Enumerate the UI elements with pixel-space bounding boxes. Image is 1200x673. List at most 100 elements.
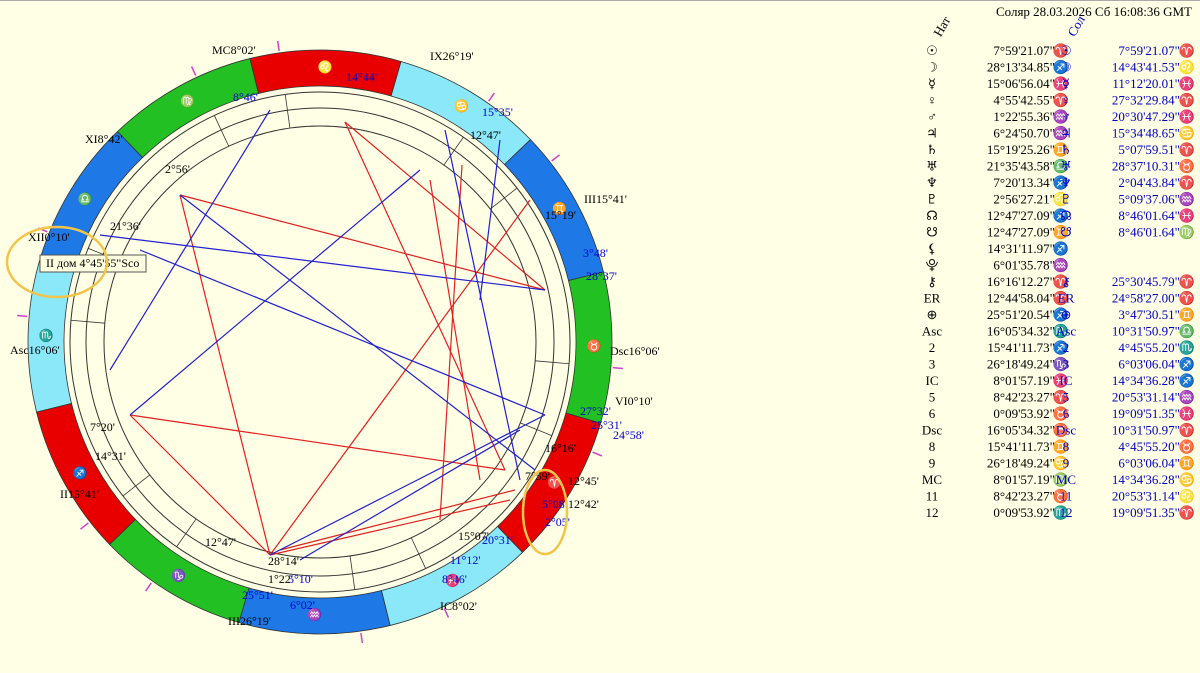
table-cell: ♋ xyxy=(1179,125,1195,140)
table-cell: ♈ xyxy=(1179,290,1195,305)
sign-glyph: ♎ xyxy=(78,192,93,206)
table-cell: Dsc xyxy=(1056,422,1076,437)
cusp-label: IX26°19' xyxy=(430,49,474,63)
table-cell: 19°09'51.35" xyxy=(1112,406,1180,421)
table-cell: ♎ xyxy=(1053,158,1069,173)
solar-label: 27°32' xyxy=(580,404,611,418)
table-cell: ♋ xyxy=(1179,472,1195,487)
cusp-label: II15°41' xyxy=(60,487,99,501)
solar-label: 8°46' xyxy=(442,572,467,586)
table-cell: 14°34'36.28" xyxy=(1112,373,1180,388)
table-cell: ♊ xyxy=(1053,224,1069,239)
cusp-tick xyxy=(190,66,197,76)
table-cell: ♈ xyxy=(1179,43,1195,58)
sign-glyph: ♍ xyxy=(180,94,195,108)
house-line xyxy=(489,187,518,210)
table-cell: ♈ xyxy=(1179,142,1195,157)
table-cell: ♈ xyxy=(1053,290,1069,305)
table-cell: 19°09'51.35" xyxy=(1112,505,1180,520)
table-cell: 16°05'34.32" xyxy=(987,422,1055,437)
table-cell: ☽ xyxy=(926,59,938,74)
table-cell: 12°44'58.04" xyxy=(987,290,1055,305)
table-cell: 9 xyxy=(929,455,936,470)
table-cell: 12 xyxy=(926,505,939,520)
table-cell: 15°19'25.26" xyxy=(987,142,1055,157)
house-line xyxy=(535,360,570,365)
table-cell: ♀ xyxy=(927,92,937,107)
table-cell: ♈ xyxy=(1179,92,1195,107)
table-cell: ♉ xyxy=(1179,158,1195,173)
table-cell: 10°31'50.97" xyxy=(1112,422,1180,437)
table-cell: 6 xyxy=(1063,406,1070,421)
table-cell: 6°01'35.78" xyxy=(993,257,1055,272)
table-cell: 25°30'45.79" xyxy=(1112,274,1180,289)
table-cell: 1°22'55.36" xyxy=(993,109,1055,124)
solar-label: 8°46' xyxy=(233,90,258,104)
table-cell: ♈ xyxy=(1053,274,1069,289)
cusp-tick xyxy=(488,92,495,102)
table-cell: ☋ xyxy=(926,224,938,239)
table-cell: 4°45'55.20" xyxy=(1118,340,1180,355)
natal-label: 15°19' xyxy=(545,208,576,222)
house-line xyxy=(176,518,197,548)
table-cell: ⚷ xyxy=(1061,274,1071,289)
table-cell: 8°01'57.19" xyxy=(993,472,1055,487)
table-cell: ♍ xyxy=(1053,472,1069,487)
cusp-tick xyxy=(551,154,561,162)
table-cell: ♎ xyxy=(1179,323,1195,338)
cusp-label: IC8°02' xyxy=(440,599,477,613)
table-cell: ♈ xyxy=(1053,389,1069,404)
cusp-tick xyxy=(612,366,623,370)
solar-label: 28°37' xyxy=(586,269,617,283)
table-cell: ♃ xyxy=(1060,125,1072,140)
table-cell: ♂ xyxy=(927,109,937,124)
table-cell: ♊ xyxy=(1179,307,1195,322)
table-cell: ♆ xyxy=(1060,175,1072,190)
table-cell: 2 xyxy=(929,340,936,355)
cusp-tick xyxy=(145,582,152,592)
natal-label: 12°45' xyxy=(568,474,599,488)
table-cell: 15°41'11.73" xyxy=(987,340,1055,355)
tooltip: II дом 4°45'55"Sco xyxy=(5,225,569,556)
table-cell: ☋ xyxy=(1060,224,1072,239)
tooltip-text: II дом 4°45'55"Sco xyxy=(46,256,139,270)
sign-glyph: ♏ xyxy=(39,328,54,342)
table-cell: ♈ xyxy=(1053,43,1069,58)
natal-label: 14°31' xyxy=(95,449,126,463)
natal-label: 1°22' xyxy=(268,572,293,586)
table-cell: ♌ xyxy=(1179,488,1195,503)
table-cell: ☉ xyxy=(926,43,938,58)
table-cell: 8 xyxy=(929,439,936,454)
table-cell: 26°18'49.24" xyxy=(987,455,1055,470)
table-cell: ♐ xyxy=(1053,175,1069,190)
header: Соляр 28.03.2026 Сб 16:08:36 GMT xyxy=(996,4,1192,19)
table-cell: 11°12'20.01" xyxy=(1112,76,1180,91)
table-cell: MC xyxy=(922,472,942,487)
table-cell: ♄ xyxy=(1060,142,1072,157)
table-cell: 5°09'37.06" xyxy=(1118,191,1180,206)
table-cell: 2°56'27.21" xyxy=(993,191,1055,206)
table-cell: ♐ xyxy=(1053,307,1069,322)
table-cell: IC xyxy=(926,373,939,388)
cusp-label: III26°19' xyxy=(228,614,271,628)
cusp-tick xyxy=(592,451,603,457)
table-cell: ♐ xyxy=(1179,373,1195,388)
table-cell: ♉ xyxy=(1053,422,1069,437)
table-cell: 2°04'43.84" xyxy=(1118,175,1180,190)
table-cell: ♑ xyxy=(1053,356,1069,371)
table-cell: 14°43'41.53" xyxy=(1112,59,1180,74)
house-line xyxy=(122,474,151,497)
table-cell: ♓ xyxy=(1179,109,1195,124)
natal-label: 28°14' xyxy=(268,554,299,568)
solar-label: 5°10' xyxy=(288,572,313,586)
table-cell: ♓ xyxy=(1053,76,1069,91)
solar-label: 25°31' xyxy=(591,418,622,432)
table-cell: ⚸ xyxy=(927,241,937,256)
table-cell: ⊕ xyxy=(1061,307,1072,322)
ring xyxy=(103,125,537,559)
table-cell: ♄ xyxy=(926,142,938,157)
solar-label: 14°44' xyxy=(346,70,377,84)
cusp-tick xyxy=(79,522,89,530)
table-cell: ♒ xyxy=(1179,389,1195,404)
table-cell: ♊ xyxy=(1053,142,1069,157)
